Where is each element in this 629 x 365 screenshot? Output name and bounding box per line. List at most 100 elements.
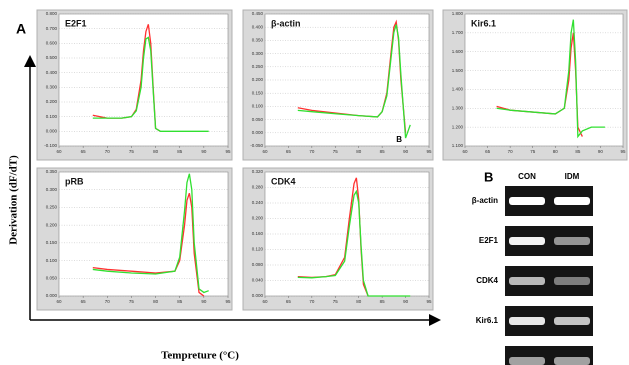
gel-band	[554, 317, 590, 325]
y-tick-label: 0.350	[252, 38, 264, 43]
x-tick-label: 75	[129, 299, 135, 304]
x-tick-label: 85	[380, 149, 386, 154]
y-tick-label: 0.240	[252, 200, 264, 205]
chart-panel: -0.100 0.000 0.100 0.200 0.300 0.400 0.500 0.60…	[37, 10, 232, 160]
y-tick-label: 0.000	[46, 129, 58, 134]
y-tick-label: 0.250	[252, 64, 264, 69]
y-tick-label: 1.300	[452, 105, 464, 110]
x-tick-label: 95	[225, 149, 231, 154]
y-tick-label: 0.100	[46, 114, 58, 119]
y-tick-label: 0.200	[46, 99, 58, 104]
y-tick-label: -0.050	[250, 143, 263, 148]
y-tick-label: 0.000	[252, 130, 264, 135]
x-tick-label: 90	[598, 149, 604, 154]
gel-row-label: Kir6.1	[476, 316, 499, 325]
gel-row-label: CDK4	[476, 276, 498, 285]
y-tick-label: 0.200	[252, 216, 264, 221]
y-tick-label: 0.600	[46, 41, 58, 46]
y-tick-label: 0.500	[46, 55, 58, 60]
x-tick-label: 60	[56, 149, 62, 154]
x-tick-label: 60	[56, 299, 62, 304]
plot-area	[59, 14, 228, 146]
x-tick-label: 75	[530, 149, 536, 154]
chart-title: Kir6.1	[471, 18, 496, 28]
y-tick-label: 0.150	[252, 90, 264, 95]
chart-panel: -0.0500.0000.0500.1000.1500.2000.2500.30…	[243, 10, 433, 160]
x-tick-label: 90	[201, 299, 207, 304]
x-tick-label: 70	[309, 149, 315, 154]
x-tick-label: 95	[225, 299, 231, 304]
x-tick-label: 95	[620, 149, 626, 154]
y-tick-label: 0.150	[46, 240, 58, 245]
y-tick-label: 1.500	[452, 68, 464, 73]
x-tick-label: 65	[286, 299, 292, 304]
y-tick-label: 0.320	[252, 169, 264, 174]
x-tick-label: 60	[262, 149, 268, 154]
y-tick-label: 1.100	[452, 143, 464, 148]
gel-band	[554, 277, 590, 285]
y-tick-label: 0.350	[46, 169, 58, 174]
gel-band	[509, 197, 545, 205]
x-tick-label: 85	[575, 149, 581, 154]
y-tick-label: 0.700	[46, 26, 58, 31]
y-tick-label: 0.800	[46, 11, 58, 16]
y-tick-label: 0.120	[252, 247, 264, 252]
x-tick-label: 90	[201, 149, 207, 154]
x-tick-label: 85	[380, 299, 386, 304]
x-tick-label: 70	[105, 299, 111, 304]
y-tick-label: -0.100	[44, 143, 57, 148]
gel-band	[509, 357, 545, 365]
y-tick-label: 1.700	[452, 30, 464, 35]
x-tick-label: 65	[286, 149, 292, 154]
y-tick-label: 0.300	[252, 51, 264, 56]
x-axis-label: Tempreture (°C)	[161, 350, 239, 362]
y-tick-label: 0.300	[46, 187, 58, 192]
chart-title: E2F1	[65, 18, 87, 28]
y-tick-label: 0.450	[252, 11, 264, 16]
gel-band	[554, 237, 590, 245]
gel-column-label: IDM	[565, 172, 580, 181]
x-tick-label: 85	[177, 149, 183, 154]
panel-label: A	[16, 21, 26, 37]
y-tick-label: 1.400	[452, 87, 464, 92]
y-tick-label: 0.050	[252, 117, 264, 122]
chart-title: β-actin	[271, 18, 301, 28]
x-tick-label: 80	[153, 299, 159, 304]
y-tick-label: 0.400	[46, 70, 58, 75]
y-tick-label: 0.200	[252, 77, 264, 82]
x-tick-label: 95	[426, 149, 432, 154]
gel-column-label: CON	[518, 172, 536, 181]
x-tick-label: 90	[403, 299, 409, 304]
x-tick-label: 80	[356, 299, 362, 304]
y-tick-label: 0.000	[46, 293, 58, 298]
y-tick-label: 0.050	[46, 275, 58, 280]
y-tick-label: 0.040	[252, 278, 264, 283]
y-tick-label: 1.600	[452, 49, 464, 54]
figure: A Derivation (dF/dT) Tempreture (°C) B CO…	[0, 0, 629, 365]
x-tick-label: 65	[485, 149, 491, 154]
gel-band	[509, 277, 545, 285]
y-tick-label: 0.080	[252, 262, 264, 267]
chart-panel: 0.0000.0400.0800.1200.1600.2000.2400.280…	[243, 168, 433, 310]
x-tick-label: 65	[81, 149, 87, 154]
chart-title: CDK4	[271, 176, 296, 186]
x-tick-label: 90	[403, 149, 409, 154]
annotation: B	[396, 135, 402, 144]
y-tick-label: 0.300	[46, 85, 58, 90]
y-tick-label: 0.160	[252, 231, 264, 236]
x-tick-label: 85	[177, 299, 183, 304]
y-tick-label: 1.800	[452, 11, 464, 16]
y-tick-label: 0.000	[252, 293, 264, 298]
x-tick-label: 80	[356, 149, 362, 154]
gel-band	[554, 197, 590, 205]
x-tick-label: 75	[333, 149, 339, 154]
x-tick-label: 95	[426, 299, 432, 304]
y-axis-label: Derivation (dF/dT)	[8, 155, 20, 245]
x-tick-label: 65	[81, 299, 87, 304]
panel-label: B	[484, 169, 493, 184]
x-tick-label: 70	[105, 149, 111, 154]
y-tick-label: 0.100	[46, 258, 58, 263]
x-tick-label: 70	[309, 299, 315, 304]
gel-row-label: β-actin	[472, 196, 498, 205]
